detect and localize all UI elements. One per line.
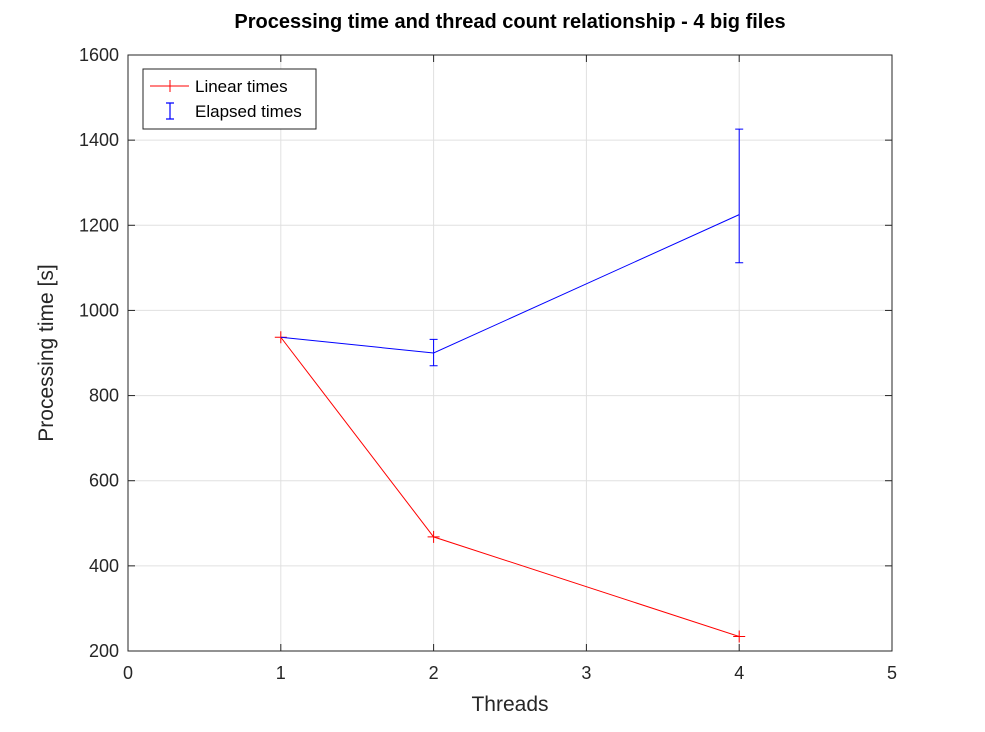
data-point-marker bbox=[733, 630, 746, 643]
legend-marker-linear bbox=[164, 80, 176, 92]
error-bar bbox=[429, 338, 438, 367]
y-tick-label: 1400 bbox=[79, 130, 119, 150]
series-layer bbox=[274, 128, 746, 643]
legend-label-linear: Linear times bbox=[195, 77, 288, 96]
legend: Linear times Elapsed times bbox=[142, 68, 317, 130]
x-tick-label: 1 bbox=[276, 663, 286, 683]
y-tick-label: 1000 bbox=[79, 300, 119, 320]
plot-area-border bbox=[127, 54, 893, 652]
axis-ticks: 0 1 2 3 4 5 200 400 600 800 1000 1200 1400 1600 bbox=[79, 45, 897, 683]
y-tick-label: 1200 bbox=[79, 215, 119, 235]
series-line-1 bbox=[280, 214, 740, 354]
x-tick-label: 0 bbox=[123, 663, 133, 683]
y-tick-label: 600 bbox=[89, 471, 119, 491]
chart-title: Processing time and thread count relatio… bbox=[234, 11, 785, 33]
x-tick-label: 4 bbox=[734, 663, 744, 683]
y-axis-label: Processing time [s] bbox=[35, 264, 58, 441]
y-tick-label: 1600 bbox=[79, 45, 119, 65]
legend-label-elapsed: Elapsed times bbox=[195, 102, 302, 121]
error-bar bbox=[735, 128, 744, 264]
data-point-marker bbox=[427, 530, 440, 543]
x-tick-label: 2 bbox=[429, 663, 439, 683]
y-tick-label: 800 bbox=[89, 386, 119, 406]
y-tick-label: 200 bbox=[89, 641, 119, 661]
legend-marker-elapsed bbox=[166, 102, 174, 120]
series-line-0 bbox=[280, 336, 740, 638]
x-tick-label: 5 bbox=[887, 663, 897, 683]
y-tick-label: 400 bbox=[89, 556, 119, 576]
x-axis-label: Threads bbox=[471, 693, 548, 716]
x-tick-label: 3 bbox=[581, 663, 591, 683]
